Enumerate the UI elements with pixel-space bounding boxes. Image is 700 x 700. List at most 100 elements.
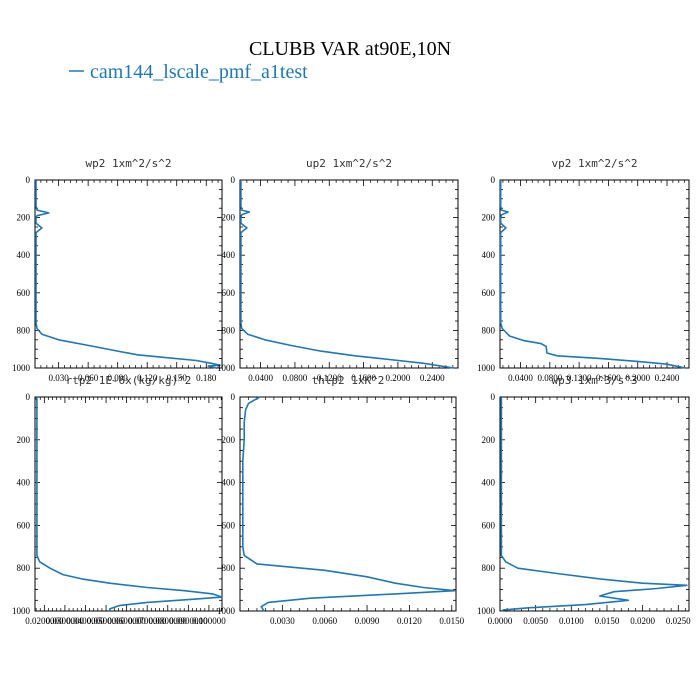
axes-frame — [34, 179, 223, 369]
x-tick-label: 0.1600 — [596, 373, 621, 383]
subplot-title: vp2 1xm^2/s^2 — [551, 157, 637, 170]
x-tick-label: 0.1600 — [351, 373, 376, 383]
y-tick-label: 600 — [17, 288, 31, 298]
series-line — [36, 397, 223, 611]
y-tick-label: 400 — [482, 250, 496, 260]
y-tick-label: 400 — [222, 478, 236, 488]
y-tick-label: 200 — [17, 435, 31, 445]
subplot-5: thlp2 1xK^2 0 200 400 600 800 1000 0.0030 0.0060… — [217, 374, 465, 626]
subplot-title: up2 1xm^2/s^2 — [306, 157, 392, 170]
x-tick-label: 0.0090 — [355, 616, 380, 626]
x-tick-label: 0.120 — [137, 373, 158, 383]
x-tick-label: 0.0800 — [283, 373, 308, 383]
y-tick-label: 600 — [222, 520, 236, 530]
x-tick-label: 0.1200 — [317, 373, 342, 383]
y-tick-label: 800 — [17, 563, 31, 573]
subplot-1: wp2 1xm^2/s^2 0 200 400 600 800 1000 0.030 0.060… — [12, 157, 223, 383]
subplot-title: rtp2 1E-6x(kg/kg)^2 — [66, 374, 192, 387]
y-tick-label: 0 — [231, 175, 236, 185]
x-tick-label: 0.090 — [108, 373, 129, 383]
x-tick-label: 0.100000 — [192, 616, 226, 626]
subplot-title: wp2 1xm^2/s^2 — [85, 157, 171, 170]
x-tick-label: 0.1200 — [567, 373, 592, 383]
x-tick-label: 0.0500000 — [87, 616, 126, 626]
subplot-2: up2 1xm^2/s^2 0 200 400 600 800 1000 0.0400 0.08… — [217, 157, 459, 383]
x-tick-label: 0.030 — [48, 373, 69, 383]
y-tick-label: 400 — [17, 478, 31, 488]
x-tick-label: 0.0200 — [630, 616, 655, 626]
x-tick-label: 0.0150 — [595, 616, 620, 626]
x-tick-label: 0.0400 — [508, 373, 533, 383]
y-tick-label: 0 — [26, 175, 31, 185]
subplot-title: thlp2 1xK^2 — [312, 374, 385, 387]
y-tick-label: 0 — [26, 392, 31, 402]
x-tick-label: 0.2400 — [420, 373, 445, 383]
y-tick-label: 600 — [222, 288, 236, 298]
y-tick-label: 400 — [222, 250, 236, 260]
y-tick-label: 200 — [222, 213, 236, 223]
x-tick-label: 0.0800 — [537, 373, 562, 383]
axes-frame — [499, 179, 690, 369]
x-tick-label: 0.2000 — [625, 373, 650, 383]
y-tick-label: 200 — [482, 435, 496, 445]
y-tick-label: 800 — [482, 325, 496, 335]
x-tick-label: 0.2000 — [386, 373, 411, 383]
x-tick-label: 0.180 — [196, 373, 217, 383]
x-tick-label: 0.2400 — [655, 373, 680, 383]
series-line — [240, 180, 454, 369]
x-tick-label: 0.0200000 — [25, 616, 64, 626]
subplot-title: wp3 1xm^3/s^3 — [551, 374, 637, 387]
y-tick-label: 400 — [482, 478, 496, 488]
y-tick-label: 600 — [482, 288, 496, 298]
x-tick-label: 0.0600000 — [108, 616, 147, 626]
series-line — [35, 180, 221, 369]
y-tick-label: 800 — [222, 325, 236, 335]
x-tick-label: 0.0000 — [488, 616, 513, 626]
y-tick-label: 1000 — [12, 363, 31, 373]
y-tick-label: 800 — [222, 563, 236, 573]
x-tick-label: 0.0400 — [248, 373, 273, 383]
x-tick-label: 0.0060 — [312, 616, 337, 626]
y-tick-label: 800 — [482, 563, 496, 573]
x-tick-label: 0.0150 — [439, 616, 464, 626]
y-tick-label: 600 — [482, 520, 496, 530]
legend: cam144_lscale_pmf_a1test — [69, 61, 308, 83]
x-tick-label: 0.0300000 — [46, 616, 85, 626]
x-tick-label: 0.0900000 — [169, 616, 208, 626]
y-tick-label: 1000 — [12, 606, 31, 616]
subplot-4: rtp2 1E-6x(kg/kg)^2 0 200 400 600 800 10000.02… — [12, 374, 226, 626]
series-line — [499, 180, 686, 369]
subplots: wp2 1xm^2/s^2 0 200 400 600 800 1000 0.030 0.060… — [12, 157, 691, 626]
y-tick-label: 800 — [17, 325, 31, 335]
series-line — [242, 396, 456, 612]
figure-title: CLUBB VAR at90E,10N — [249, 38, 451, 60]
y-tick-label: 0 — [491, 392, 496, 402]
axes-frame — [239, 179, 459, 369]
y-tick-label: 400 — [17, 250, 31, 260]
y-tick-label: 1000 — [217, 606, 236, 616]
x-tick-label: 0.0700000 — [128, 616, 167, 626]
x-tick-label: 0.150 — [167, 373, 188, 383]
y-tick-label: 1000 — [477, 606, 496, 616]
y-tick-label: 200 — [482, 213, 496, 223]
x-tick-label: 0.0800000 — [149, 616, 188, 626]
y-tick-label: 0 — [491, 175, 496, 185]
x-tick-label: 0.060 — [78, 373, 99, 383]
axes-frame — [34, 396, 223, 612]
y-tick-label: 1000 — [217, 363, 236, 373]
y-tick-label: 600 — [17, 520, 31, 530]
y-tick-label: 200 — [222, 435, 236, 445]
x-tick-label: 0.0100 — [559, 616, 584, 626]
series-line — [500, 397, 688, 612]
subplot-3: vp2 1xm^2/s^2 0 200 400 600 800 1000 0.0400 0.08… — [477, 157, 690, 383]
legend-label: cam144_lscale_pmf_a1test — [90, 61, 308, 83]
y-tick-label: 200 — [17, 213, 31, 223]
y-tick-label: 0 — [231, 392, 236, 402]
subplot-6: wp3 1xm^3/s^3 0 200 400 600 800 10000.0000 0.00… — [477, 374, 691, 626]
x-tick-label: 0.0050 — [523, 616, 548, 626]
axes-frame — [239, 396, 457, 612]
x-tick-label: 0.0120 — [397, 616, 422, 626]
x-tick-label: 0.0400000 — [66, 616, 105, 626]
y-tick-label: 1000 — [477, 363, 496, 373]
